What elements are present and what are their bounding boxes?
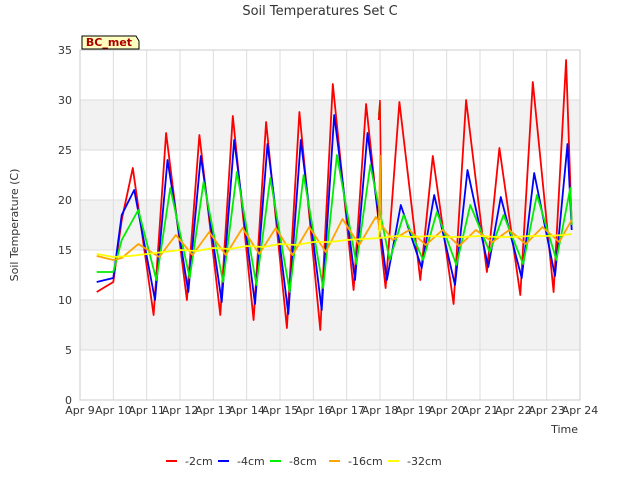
y-tick-label: 20: [58, 194, 72, 207]
y-tick-label: 25: [58, 144, 72, 157]
x-tick-label: Apr 10: [95, 404, 132, 417]
series-line-2cm: [96, 59, 573, 331]
y-tick-label: 0: [65, 394, 72, 407]
x-tick-label: Apr 13: [195, 404, 232, 417]
legend: -2cm -4cm -8cm -16cm -32cm: [166, 455, 442, 468]
badge-box: [81, 35, 140, 50]
x-tick-label: Apr 17: [328, 404, 365, 417]
series-line-16cm: [96, 216, 573, 261]
y-tick-labels: 0 5 10 15 20 25 30 35: [58, 44, 72, 407]
y-tick-label: 15: [58, 244, 72, 257]
plot-frame: [79, 49, 581, 401]
x-tick-label: Apr 18: [362, 404, 399, 417]
x-axis-label: Time: [550, 423, 578, 436]
x-tick-label: Apr 20: [428, 404, 465, 417]
y-tick-label: 5: [65, 344, 72, 357]
series-lines: [96, 59, 573, 331]
series-line-8cm: [96, 154, 573, 293]
y-tick-label: 35: [58, 44, 72, 57]
x-tick-label: Apr 19: [395, 404, 432, 417]
series-spike-32cm: [377, 219, 383, 239]
x-tick-label: Apr 24: [562, 404, 599, 417]
x-tick-label: Apr 23: [528, 404, 565, 417]
legend-label: -16cm: [348, 455, 383, 468]
legend-label: -32cm: [407, 455, 442, 468]
y-tick-label: 10: [58, 294, 72, 307]
x-tick-label: Apr 22: [495, 404, 532, 417]
x-tick-label: Apr 21: [462, 404, 499, 417]
station-badge: BC_met: [81, 35, 140, 50]
legend-label: -2cm: [185, 455, 213, 468]
grid-band: [80, 250, 580, 300]
x-tick-label: Apr 11: [128, 404, 165, 417]
series-line-32cm: [96, 233, 572, 258]
series-spike-16cm: [377, 154, 383, 231]
axes: [79, 49, 581, 401]
grid-band: [80, 50, 580, 100]
x-tick-label: Apr 16: [295, 404, 332, 417]
chart-title: Soil Temperatures Set C: [242, 4, 397, 19]
grid-band: [80, 300, 580, 350]
x-tick-label: Apr 14: [228, 404, 265, 417]
legend-label: -8cm: [289, 455, 317, 468]
grid-band: [80, 350, 580, 400]
x-tick-label: Apr 12: [162, 404, 199, 417]
y-tick-label: 30: [58, 94, 72, 107]
badge-label: BC_met: [86, 36, 132, 49]
y-axis-label: Soil Temperature (C): [8, 169, 21, 282]
x-tick-label: Apr 9: [65, 404, 95, 417]
legend-label: -4cm: [237, 455, 265, 468]
series-line-4cm: [96, 114, 573, 315]
x-tick-label: Apr 15: [262, 404, 299, 417]
